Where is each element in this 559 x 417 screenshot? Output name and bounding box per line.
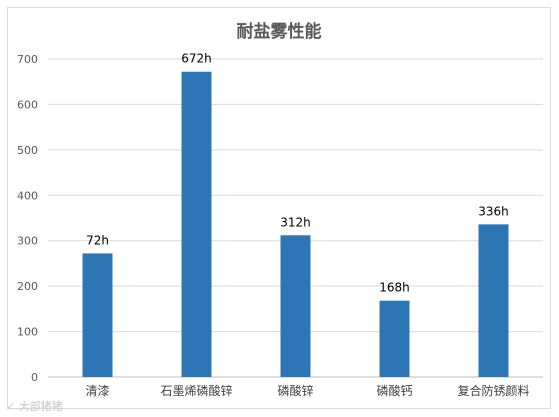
y-tick-label: 200 bbox=[17, 280, 38, 293]
x-tick-label: 石墨烯磷酸锌 bbox=[160, 383, 232, 398]
y-tick-label: 300 bbox=[17, 235, 38, 248]
y-tick-label: 400 bbox=[17, 189, 38, 202]
y-tick-label: 700 bbox=[17, 53, 38, 66]
y-tick-label: 0 bbox=[31, 371, 38, 384]
x-tick-label: 磷酸钙 bbox=[376, 383, 412, 398]
x-tick-label: 磷酸锌 bbox=[277, 383, 313, 398]
x-tick-label: 复合防锈颜料 bbox=[457, 383, 529, 398]
data-label: 72h bbox=[86, 233, 109, 247]
x-tick-label: 清漆 bbox=[85, 384, 109, 398]
y-tick-label: 100 bbox=[17, 326, 38, 339]
bar bbox=[478, 224, 509, 377]
bar bbox=[82, 253, 113, 377]
y-tick-label: 600 bbox=[17, 98, 38, 111]
data-label: 336h bbox=[478, 204, 509, 218]
y-tick-label: 500 bbox=[17, 144, 38, 157]
data-label: 672h bbox=[181, 52, 212, 66]
watermark: ✓ 大部猪猪 bbox=[6, 400, 63, 413]
data-label: 312h bbox=[280, 215, 311, 229]
bar bbox=[379, 300, 410, 377]
data-label: 168h bbox=[379, 281, 410, 295]
bar bbox=[181, 71, 212, 377]
chart-title: 耐盐雾性能 bbox=[237, 21, 322, 42]
bar bbox=[280, 235, 311, 377]
